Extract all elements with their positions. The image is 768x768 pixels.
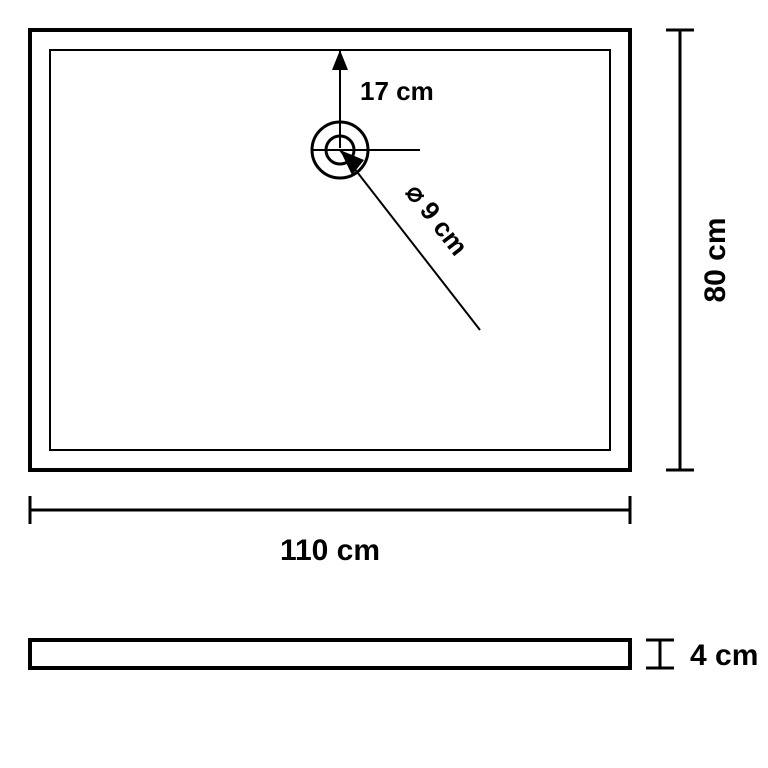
height-dimension: 80 cm xyxy=(666,30,732,470)
depth-dimension: 4 cm xyxy=(646,639,758,672)
width-label: 110 cm xyxy=(280,534,380,567)
tray-side-view xyxy=(30,640,630,668)
technical-drawing: 17 cm ⌀ 9 cm 110 cm 80 cm 4 cm xyxy=(0,0,768,768)
tray-top-view xyxy=(30,30,630,470)
drain-offset-label: 17 cm xyxy=(360,76,434,106)
depth-label: 4 cm xyxy=(690,639,758,672)
height-label: 80 cm xyxy=(699,217,732,302)
tray-outer-rect xyxy=(30,30,630,470)
width-dimension: 110 cm xyxy=(30,496,630,567)
